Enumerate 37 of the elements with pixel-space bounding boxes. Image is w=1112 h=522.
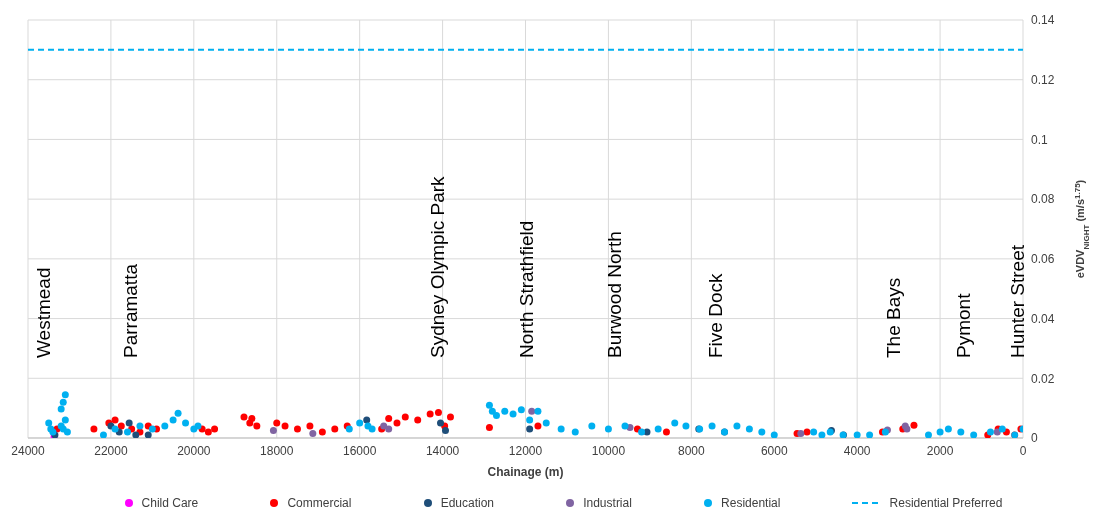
y-tick-label: 0.1 [1031, 132, 1049, 147]
annotation: Hunter Street [1006, 244, 1028, 358]
annotation: Burwood North [603, 231, 625, 358]
annotation: Five Dock [704, 273, 726, 358]
y-tick-label: 0 [1031, 431, 1038, 446]
y-tick-label: 0.08 [1031, 192, 1055, 207]
x-tick-label: 2000 [926, 443, 954, 458]
legend-label: Education [439, 496, 495, 510]
y-tick-label: 0.02 [1031, 371, 1055, 386]
annotation: North Strathfield [515, 220, 537, 358]
annotation: Pymont [952, 292, 974, 358]
x-tick-label: 6000 [760, 443, 788, 458]
x-tick-label: 20000 [177, 443, 211, 458]
x-tick-label: 16000 [342, 443, 377, 458]
annotation: Westmead [32, 267, 54, 358]
x-tick-label: 18000 [260, 443, 294, 458]
legend-label: Industrial [582, 496, 632, 510]
legend-label: Child Care [140, 496, 199, 510]
legend-label: Commercial [286, 496, 352, 510]
legend-label: Residential Preferred [888, 496, 1003, 510]
x-tick-label: 4000 [843, 443, 871, 458]
x-tick-label: 12000 [508, 443, 543, 458]
x-tick-label: 10000 [591, 443, 626, 458]
y-tick-label: 0.06 [1031, 252, 1055, 267]
x-axis-title: Chainage (m) [487, 465, 564, 479]
annotation: Parramatta [119, 263, 141, 358]
y-tick-label: 0.12 [1031, 72, 1055, 87]
legend-label: Residential [720, 496, 781, 510]
x-tick-label: 22000 [94, 443, 128, 458]
x-tick-label: 0 [1019, 443, 1027, 458]
annotation: Sydney Olympic Park [426, 175, 448, 358]
annotation: The Bays [882, 277, 904, 358]
y-tick-label: 0.04 [1031, 311, 1055, 326]
x-tick-label: 8000 [677, 443, 705, 458]
y-tick-label: 0.14 [1031, 13, 1055, 28]
x-tick-label: 14000 [425, 443, 460, 458]
x-tick-label: 24000 [11, 443, 46, 458]
